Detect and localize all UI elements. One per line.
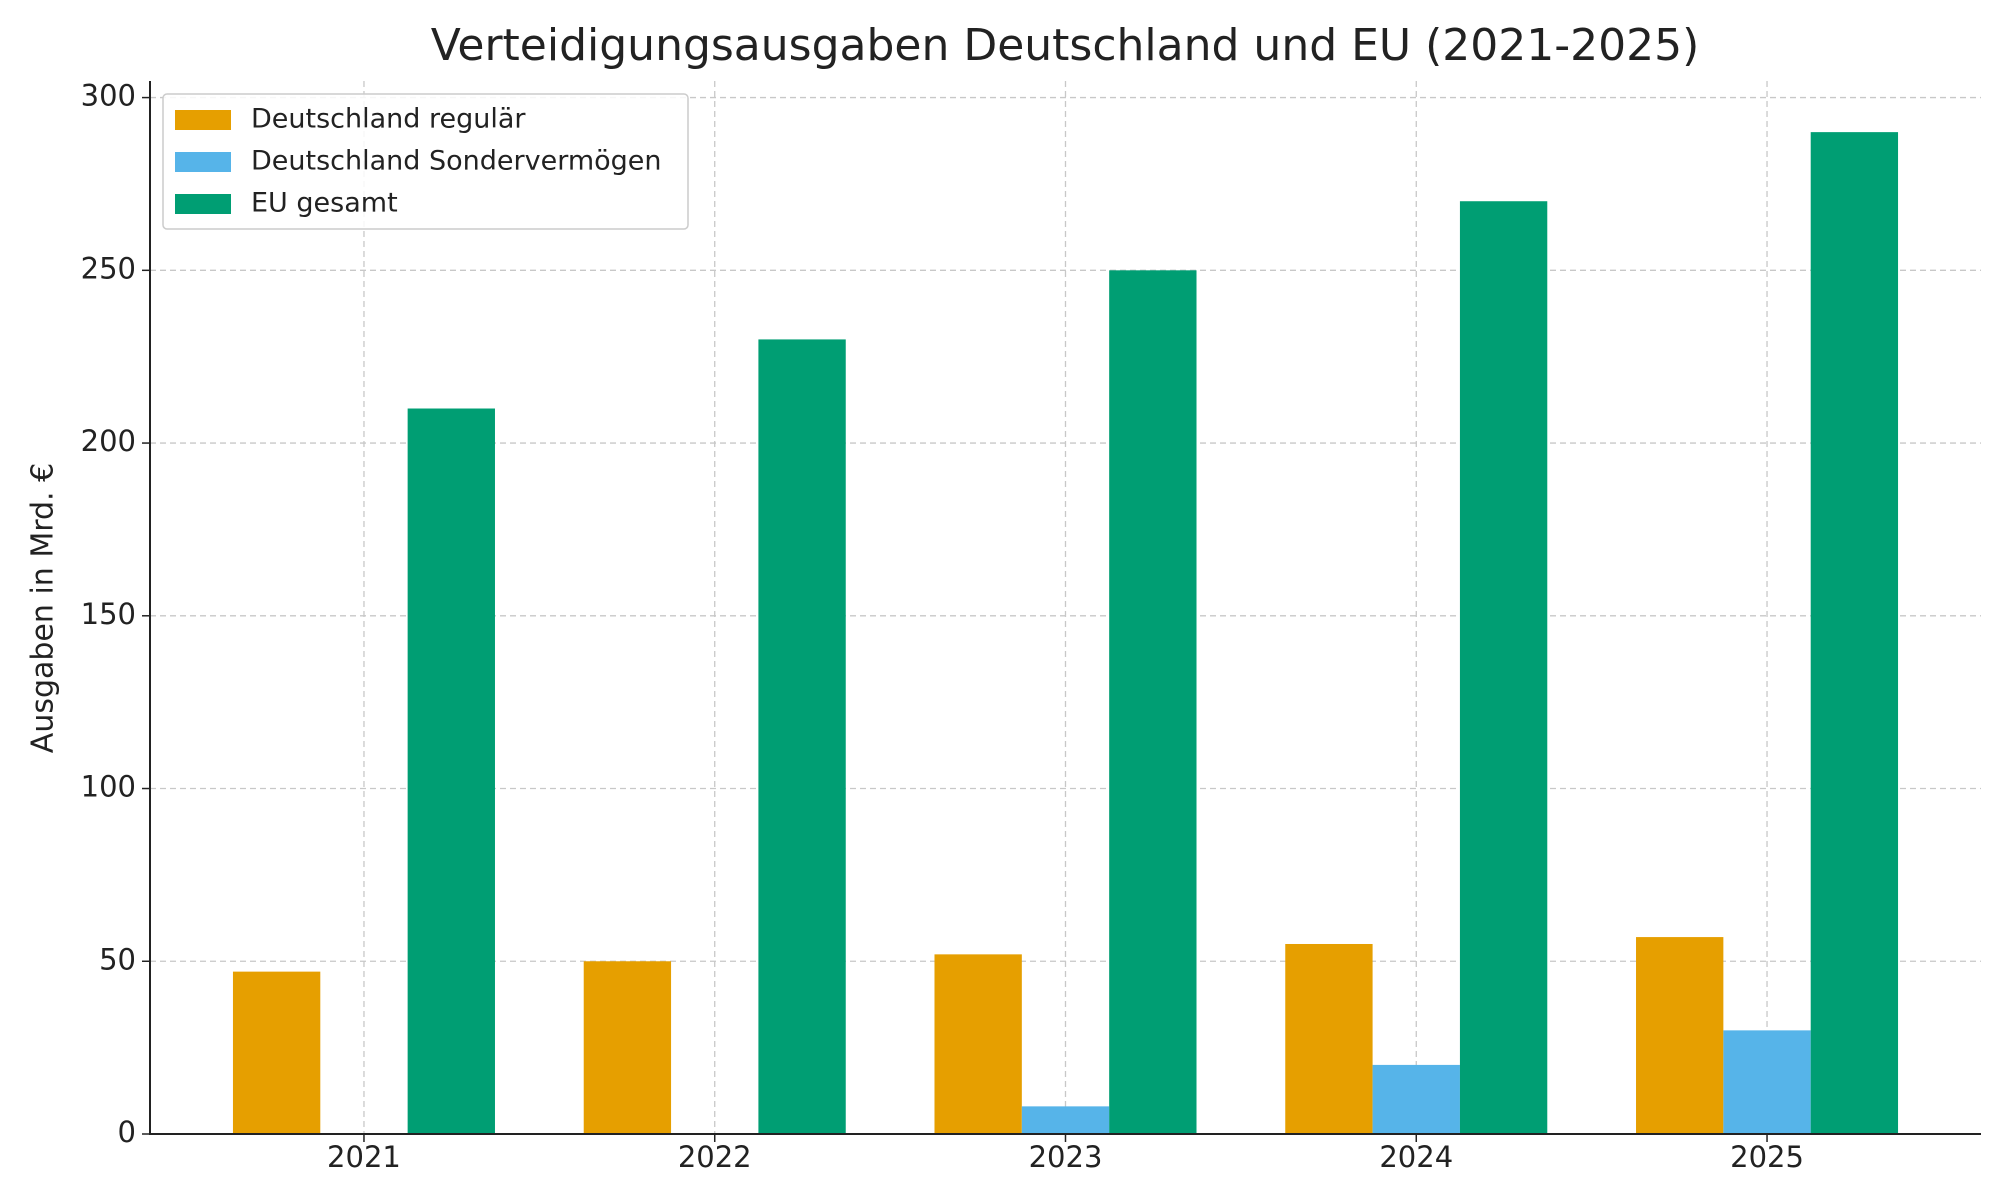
bar — [1723, 1030, 1811, 1134]
y-tick-label: 150 — [81, 597, 136, 631]
bar — [1372, 1064, 1460, 1134]
legend-label: Deutschland Sondervermögen — [251, 146, 662, 177]
y-tick-label: 0 — [118, 1115, 136, 1149]
y-tick-label: 100 — [81, 770, 136, 804]
bar — [1021, 1106, 1110, 1134]
bar — [1109, 270, 1197, 1134]
legend-label: Deutschland regulär — [251, 104, 526, 135]
chart-title: Verteidigungsausgaben Deutschland und EU… — [431, 20, 1700, 71]
bar — [1636, 937, 1724, 1134]
legend-swatch — [175, 110, 231, 130]
x-tick-label: 2025 — [1730, 1140, 1804, 1174]
y-tick-label: 200 — [81, 424, 136, 458]
y-tick-label: 50 — [99, 942, 136, 976]
legend-swatch — [175, 194, 231, 214]
axis-frame — [149, 81, 1981, 1135]
bar — [758, 339, 846, 1134]
bar — [407, 408, 495, 1134]
x-tick-label: 2021 — [327, 1140, 401, 1174]
bar — [583, 961, 672, 1134]
y-tick-label: 250 — [81, 251, 136, 285]
bar — [1285, 943, 1373, 1134]
x-tick-label: 2022 — [678, 1140, 752, 1174]
bar — [934, 954, 1022, 1134]
y-axis-label: Ausgaben in Mrd. € — [26, 463, 61, 753]
y-tick-label: 300 — [81, 79, 136, 113]
legend-label: EU gesamt — [251, 188, 398, 219]
legend-swatch — [175, 152, 231, 172]
bar — [1810, 132, 1899, 1134]
bar — [232, 971, 321, 1134]
bar — [1459, 201, 1548, 1134]
x-tick-label: 2023 — [1029, 1140, 1103, 1174]
legend-box — [162, 93, 689, 230]
x-tick-label: 2024 — [1379, 1140, 1453, 1174]
